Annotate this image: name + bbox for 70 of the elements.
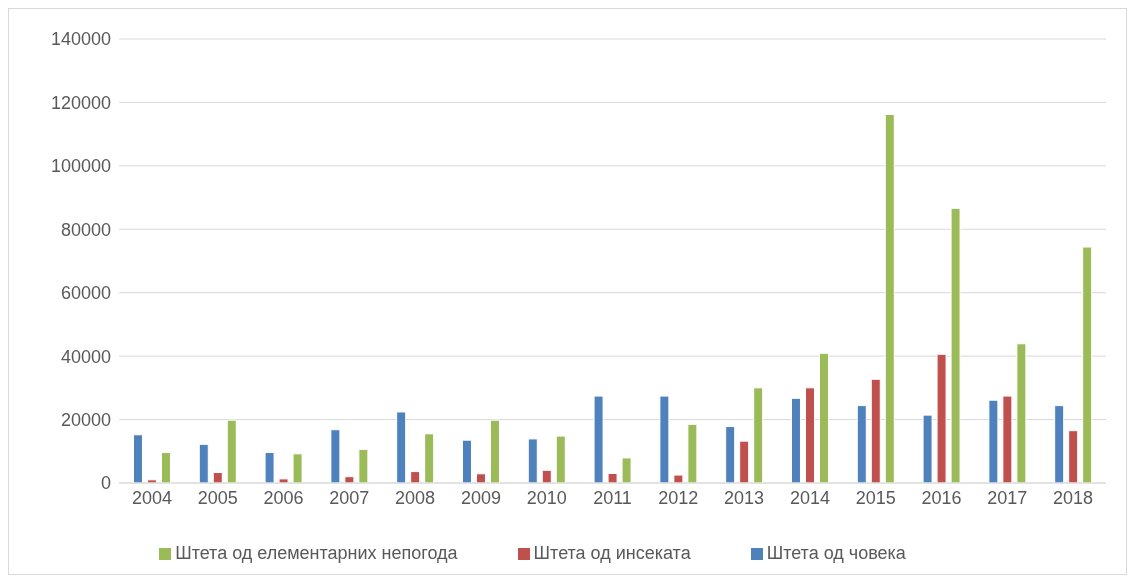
y-tick-label: 40000 [60,346,111,367]
bar [687,423,698,483]
bar [424,433,435,483]
legend-label: Штета од елементарних непогода [175,543,458,563]
y-tick-label: 140000 [50,29,111,50]
bar [988,399,999,483]
bar [739,440,750,483]
x-tick-label: 2014 [789,487,830,508]
bar [461,439,472,483]
bar [212,472,223,483]
bar [489,419,500,483]
bar [673,474,684,483]
x-tick-label: 2016 [921,487,962,508]
x-tick-label: 2006 [263,487,304,508]
bar [870,378,881,483]
x-tick-label: 2017 [987,487,1028,508]
bar [396,411,407,483]
bar [1016,343,1027,483]
bar [198,443,209,483]
bar [330,429,341,483]
bar [475,473,486,483]
x-tick-label: 2005 [197,487,238,508]
bar [607,472,618,483]
y-tick-label: 0 [100,473,111,494]
bar [818,352,829,483]
legend-label: Штета од човека [766,543,906,563]
bar [725,426,736,483]
bar [922,414,933,483]
bar [950,207,961,483]
bar [1068,430,1079,483]
bar [358,448,369,483]
bar [264,452,275,483]
bar [804,387,815,483]
bar [1082,246,1093,483]
bar [753,387,764,483]
bar [1002,395,1013,483]
bar [344,476,355,483]
x-tick-label: 2012 [658,487,699,508]
bar [160,452,171,483]
bar [790,397,801,483]
y-tick-label: 100000 [50,156,111,177]
x-tick-label: 2004 [131,487,172,508]
y-tick-label: 80000 [60,219,111,240]
x-tick-label: 2008 [395,487,436,508]
x-tick-label: 2018 [1053,487,1094,508]
bar [555,435,566,483]
y-tick-label: 60000 [60,283,111,304]
y-tick-label: 20000 [60,409,111,430]
bar [621,457,632,483]
bar [936,353,947,483]
bar [278,478,289,483]
bar [593,395,604,483]
x-tick-label: 2010 [526,487,567,508]
x-tick-label: 2013 [724,487,765,508]
bar [527,438,538,483]
bar [1054,405,1065,483]
bar [410,471,421,483]
bar [659,395,670,483]
bar [856,405,867,483]
y-tick-label: 120000 [50,92,111,113]
legend-label: Штета од инсеката [533,543,691,563]
bar [292,453,303,483]
bar [541,469,552,483]
x-tick-label: 2009 [460,487,501,508]
x-tick-label: 2007 [329,487,370,508]
bar [884,113,895,483]
bar [226,419,237,483]
bar [132,434,143,483]
x-tick-label: 2011 [593,487,632,508]
x-tick-label: 2015 [855,487,896,508]
